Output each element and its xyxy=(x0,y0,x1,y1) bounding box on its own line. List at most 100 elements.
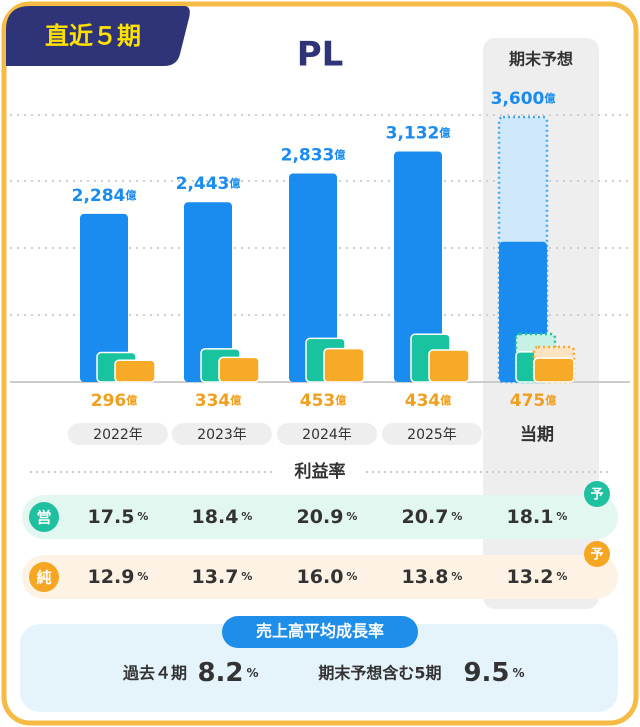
growth-number: 8.2 xyxy=(197,658,243,688)
value-number: 2,443 xyxy=(176,174,230,194)
forecast-badge xyxy=(584,541,610,567)
value-label: 453億 xyxy=(300,391,347,411)
x-tick-label: 2024年 xyxy=(302,427,352,443)
margin-number: 17.5 xyxy=(88,506,135,528)
value-number: 334 xyxy=(195,391,231,411)
margin-number: 18.1 xyxy=(507,506,554,528)
margin-value: 13.7% xyxy=(192,566,253,588)
row-label: 純 xyxy=(36,569,51,587)
margin-unit: % xyxy=(451,510,462,523)
growth-title-pill xyxy=(222,616,418,648)
value-number: 2,284 xyxy=(72,186,126,206)
badge-text: 直近５期 xyxy=(45,22,141,50)
value-number: 2,833 xyxy=(281,145,335,165)
margins-title: 利益率 xyxy=(295,461,346,482)
value-number: 3,132 xyxy=(386,123,440,143)
forecast-badge xyxy=(584,481,610,507)
value-label: 434億 xyxy=(405,391,452,411)
value-number: 296 xyxy=(91,391,127,411)
value-unit: 億 xyxy=(230,393,241,407)
margin-number: 16.0 xyxy=(297,566,344,588)
value-unit: 億 xyxy=(126,393,137,407)
margin-number: 13.2 xyxy=(507,566,554,588)
margin-number: 18.4 xyxy=(192,506,239,528)
value-unit: 億 xyxy=(335,393,346,407)
row-icon xyxy=(29,502,59,532)
category-pill xyxy=(382,423,482,445)
margin-value: 18.1% xyxy=(507,506,568,528)
x-tick-label: 2023年 xyxy=(197,427,247,443)
bar xyxy=(533,357,575,383)
x-tick-label: 2022年 xyxy=(93,427,143,443)
growth-label: 期末予想含む5期 xyxy=(318,664,441,683)
value-unit: 億 xyxy=(440,393,451,407)
bar xyxy=(428,349,470,383)
margin-number: 13.8 xyxy=(402,566,449,588)
divider-gap xyxy=(275,460,365,484)
margin-unit: % xyxy=(346,570,357,583)
value-unit: 億 xyxy=(334,147,345,161)
growth-number: 9.5 xyxy=(463,658,509,688)
value-number: 453 xyxy=(300,391,336,411)
category-pill xyxy=(68,423,168,445)
margin-number: 12.9 xyxy=(88,566,135,588)
value-label: 2,443億 xyxy=(176,174,241,194)
growth-label: 過去４期 xyxy=(122,664,187,683)
margin-unit: % xyxy=(137,570,148,583)
value-unit: 億 xyxy=(125,188,136,202)
value-unit: 億 xyxy=(439,125,450,139)
margin-value: 16.0% xyxy=(297,566,358,588)
bar xyxy=(184,202,232,382)
value-label: 2,284億 xyxy=(72,186,137,206)
margin-value: 12.9% xyxy=(88,566,149,588)
margin-unit: % xyxy=(137,510,148,523)
margin-unit: % xyxy=(346,510,357,523)
margin-row-bg xyxy=(22,495,618,539)
margin-value: 13.8% xyxy=(402,566,463,588)
margin-value: 18.4% xyxy=(192,506,253,528)
growth-unit: % xyxy=(247,666,259,680)
badge xyxy=(6,6,190,66)
growth-box xyxy=(20,624,618,712)
category-pill xyxy=(172,423,272,445)
margin-number: 20.7 xyxy=(402,506,449,528)
bar xyxy=(323,347,365,383)
bar xyxy=(114,359,156,383)
row-icon xyxy=(29,562,59,592)
growth-value: 9.5% xyxy=(463,658,524,688)
margin-number: 20.9 xyxy=(297,506,344,528)
margin-value: 13.2% xyxy=(507,566,568,588)
value-unit: 億 xyxy=(229,176,240,190)
value-number: 3,600 xyxy=(491,89,545,109)
bar xyxy=(394,151,442,382)
margin-unit: % xyxy=(556,510,567,523)
value-unit: 億 xyxy=(545,393,556,407)
value-number: 434 xyxy=(405,391,441,411)
category-pill xyxy=(277,423,377,445)
margin-unit: % xyxy=(451,570,462,583)
margin-unit: % xyxy=(241,510,252,523)
growth-unit: % xyxy=(513,666,525,680)
row-label: 営 xyxy=(36,509,51,527)
bar xyxy=(80,213,128,382)
value-label: 3,600億 xyxy=(491,89,556,109)
value-label: 3,132億 xyxy=(386,123,451,143)
x-tick-label: 当期 xyxy=(520,424,554,445)
value-label: 296億 xyxy=(91,391,138,411)
margin-value: 20.9% xyxy=(297,506,358,528)
bar xyxy=(218,356,260,383)
value-unit: 億 xyxy=(544,91,555,105)
value-label: 2,833億 xyxy=(281,145,346,165)
value-label: 475億 xyxy=(510,391,557,411)
bar xyxy=(289,173,337,382)
margin-row-bg xyxy=(22,555,618,599)
forecast-badge-text: 予 xyxy=(590,488,603,503)
x-tick-label: 2025年 xyxy=(407,427,457,443)
margin-value: 20.7% xyxy=(402,506,463,528)
margin-number: 13.7 xyxy=(192,566,239,588)
margin-value: 17.5% xyxy=(88,506,149,528)
value-number: 475 xyxy=(510,391,546,411)
margin-unit: % xyxy=(241,570,252,583)
growth-title: 売上高平均成長率 xyxy=(256,622,384,641)
